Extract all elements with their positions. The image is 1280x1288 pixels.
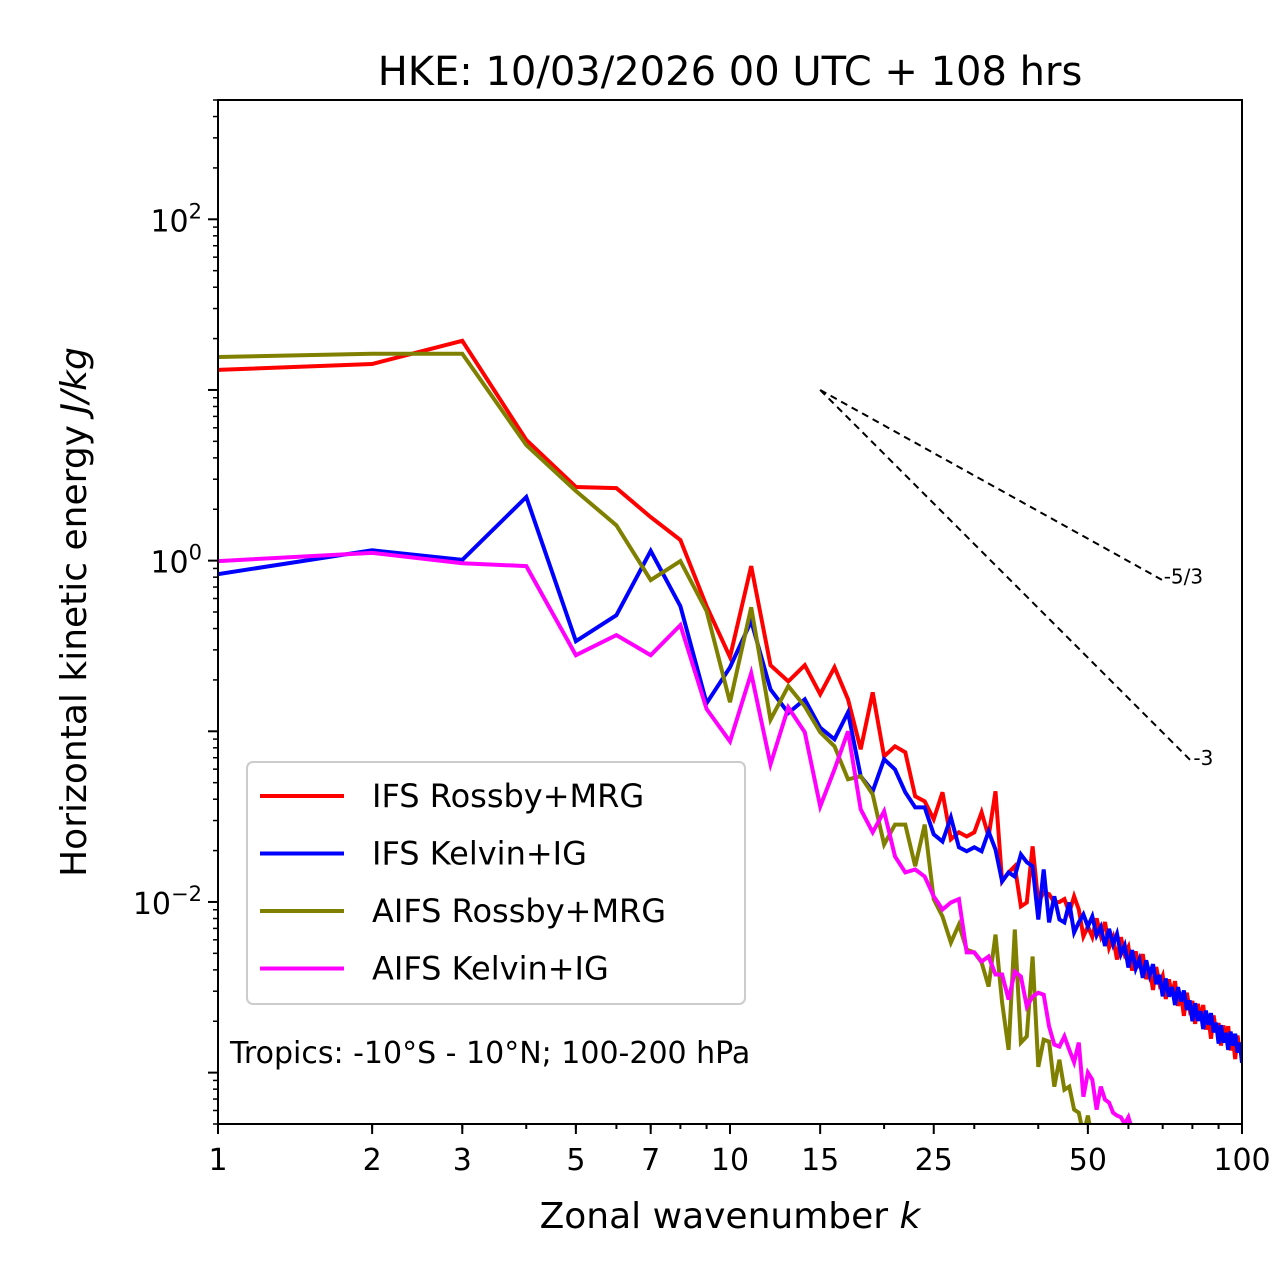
x-tick-label: 15: [801, 1143, 839, 1178]
x-tick-label: 7: [641, 1143, 660, 1178]
x-tick-label: 3: [453, 1143, 472, 1178]
reference-line-minus-3: [819, 389, 1194, 763]
y-axis-label: Horizontal kinetic energy J/kg: [54, 347, 95, 877]
legend: IFS Rossby+MRG IFS Kelvin+IG AIFS Rossby+M…: [246, 761, 746, 1005]
chart-title: HKE: 10/03/2026 00 UTC + 108 hrs: [378, 49, 1083, 95]
y-tick-label: 10−2: [133, 882, 202, 922]
legend-label-ifs-rossby-mrg: IFS Rossby+MRG: [372, 777, 644, 815]
x-axis-label-text: Zonal wavenumber: [540, 1196, 889, 1237]
legend-label-ifs-kelvin-ig: IFS Kelvin+IG: [372, 835, 587, 873]
region-annotation: Tropics: -10°S - 10°N; 100-200 hPa: [229, 1036, 750, 1071]
reference-lines: -5/3 -3: [819, 389, 1213, 770]
reference-line-label-minus-3: -3: [1193, 746, 1213, 770]
x-axis-ticks: 1 2 3 5 7 10 15 25 50 100: [208, 1124, 1271, 1178]
series-line-aifs-rossby-mrg: [218, 351, 1092, 1124]
y-tick-label: 102: [150, 199, 202, 239]
x-tick-label: 25: [915, 1143, 953, 1178]
x-tick-label: 100: [1213, 1143, 1270, 1178]
x-tick-label: 10: [711, 1143, 749, 1178]
x-axis-label-symbol: k: [900, 1196, 923, 1237]
y-axis-label-text: Horizontal kinetic energy: [54, 425, 95, 877]
series-layer: [218, 338, 1242, 1124]
reference-line-label-minus-5-3: -5/3: [1164, 564, 1203, 588]
series-line-ifs-kelvin-ig: [218, 493, 1242, 1064]
legend-label-aifs-kelvin-ig: AIFS Kelvin+IG: [372, 950, 609, 988]
x-tick-label: 1: [208, 1143, 227, 1178]
y-axis-ticks: 102 100 10−2: [133, 99, 218, 1125]
legend-label-aifs-rossby-mrg: AIFS Rossby+MRG: [372, 892, 666, 930]
x-tick-label: 50: [1069, 1143, 1107, 1178]
reference-line-minus-5-3: [819, 389, 1164, 582]
y-axis-label-unit: J/kg: [54, 347, 95, 419]
x-tick-label: 2: [363, 1143, 382, 1178]
series-line-aifs-kelvin-ig: [218, 550, 1133, 1124]
x-tick-label: 5: [566, 1143, 585, 1178]
legend-box: [246, 761, 746, 1005]
y-tick-label: 100: [150, 541, 202, 581]
x-axis-label: Zonal wavenumber k: [540, 1196, 923, 1237]
